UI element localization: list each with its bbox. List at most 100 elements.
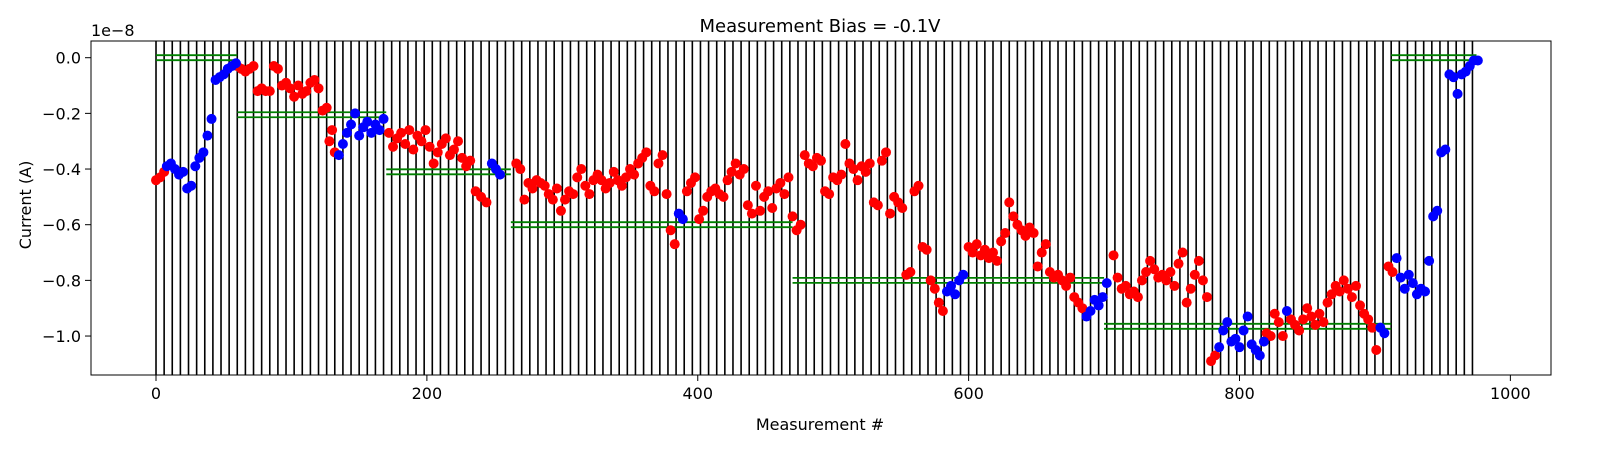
red-data-point (448, 144, 459, 155)
red-data-point (547, 194, 558, 205)
blue-data-point (1395, 272, 1406, 283)
red-data-point (309, 74, 320, 85)
blue-data-point (350, 108, 361, 119)
red-data-point (1371, 344, 1382, 355)
red-data-point (576, 164, 587, 175)
red-data-point (1298, 314, 1309, 325)
red-data-point (852, 175, 863, 186)
red-data-point (572, 172, 583, 183)
blue-data-point (206, 113, 217, 124)
red-data-point (1265, 331, 1276, 342)
red-data-point (641, 147, 652, 158)
y-axis-label: Current (A) (16, 161, 35, 250)
red-data-point (1314, 308, 1325, 319)
red-data-point (1032, 261, 1043, 272)
red-data-point (1310, 319, 1321, 330)
red-data-point (424, 141, 435, 152)
x-tick-label: 1000 (1490, 384, 1531, 403)
red-data-point (1306, 311, 1317, 322)
x-axis: 0 200 400 600 800 1000 (151, 375, 1531, 403)
red-data-point (992, 255, 1003, 266)
blue-data-point (362, 116, 373, 127)
blue-data-point (186, 180, 197, 191)
red-data-point (596, 175, 607, 186)
red-data-point (1165, 267, 1176, 278)
y-axis: 0.0 −0.2 −0.4 −0.6 −0.8 −1.0 (42, 49, 91, 346)
red-data-point (1185, 283, 1196, 294)
blue-data-point (1093, 300, 1104, 311)
red-data-point (1020, 230, 1031, 241)
blue-data-point (190, 161, 201, 172)
red-data-point (1210, 350, 1221, 361)
red-data-point (620, 172, 631, 183)
blue-data-point (1234, 342, 1245, 353)
blue-data-point (958, 269, 969, 280)
blue-data-point (354, 130, 365, 141)
blue-data-point (1222, 317, 1233, 328)
red-data-point (481, 197, 492, 208)
blue-data-point (366, 127, 377, 138)
red-data-point (836, 169, 847, 180)
blue-data-point (1258, 336, 1269, 347)
reference-levels-group (156, 54, 1477, 330)
red-data-point (1008, 211, 1019, 222)
red-data-point (453, 136, 464, 147)
blue-data-point (1399, 283, 1410, 294)
blue-data-point (1254, 350, 1265, 361)
red-data-point (1197, 275, 1208, 286)
y-tick-label: −1.0 (42, 327, 81, 346)
blue-data-point (1432, 205, 1443, 216)
red-data-point (1294, 325, 1305, 336)
red-data-point (604, 177, 615, 188)
red-data-point (321, 102, 332, 113)
red-data-point (881, 147, 892, 158)
red-data-point (653, 158, 664, 169)
red-data-point (722, 175, 733, 186)
red-data-point (746, 208, 757, 219)
red-data-point (661, 189, 672, 200)
blue-data-point (230, 58, 241, 69)
red-data-point (1181, 297, 1192, 308)
red-data-point (272, 63, 283, 74)
blue-data-point (346, 119, 357, 130)
red-data-point (929, 283, 940, 294)
red-data-point (848, 164, 859, 175)
red-data-point (779, 189, 790, 200)
red-data-point (763, 186, 774, 197)
blue-data-point (178, 166, 189, 177)
red-data-point (775, 177, 786, 188)
red-data-point (1277, 331, 1288, 342)
red-data-point (913, 180, 924, 191)
red-data-point (560, 194, 571, 205)
red-data-point (698, 205, 709, 216)
red-data-point (555, 205, 566, 216)
blue-data-point (198, 147, 209, 158)
blue-data-point (950, 289, 961, 300)
red-data-point (1193, 255, 1204, 266)
red-data-point (1145, 255, 1156, 266)
red-data-point (1161, 275, 1172, 286)
x-tick-label: 800 (1224, 384, 1255, 403)
blue-data-point (1218, 325, 1229, 336)
red-data-point (937, 305, 948, 316)
red-data-point (248, 61, 259, 72)
red-data-point (750, 180, 761, 191)
red-data-point (1112, 272, 1123, 283)
red-data-point (1149, 264, 1160, 275)
red-data-point (1040, 239, 1051, 250)
red-data-point (1342, 283, 1353, 294)
red-data-point (1173, 258, 1184, 269)
red-data-point (1061, 280, 1072, 291)
red-data-point (1120, 280, 1131, 291)
red-data-point (1322, 297, 1333, 308)
red-data-point (396, 127, 407, 138)
red-data-point (967, 247, 978, 258)
red-data-point (1065, 272, 1076, 283)
red-data-point (527, 183, 538, 194)
red-data-point (1141, 267, 1152, 278)
y-tick-label: −0.8 (42, 271, 81, 290)
blue-data-point (1472, 55, 1483, 66)
red-data-point (872, 200, 883, 211)
red-data-point (742, 200, 753, 211)
red-data-point (289, 91, 300, 102)
